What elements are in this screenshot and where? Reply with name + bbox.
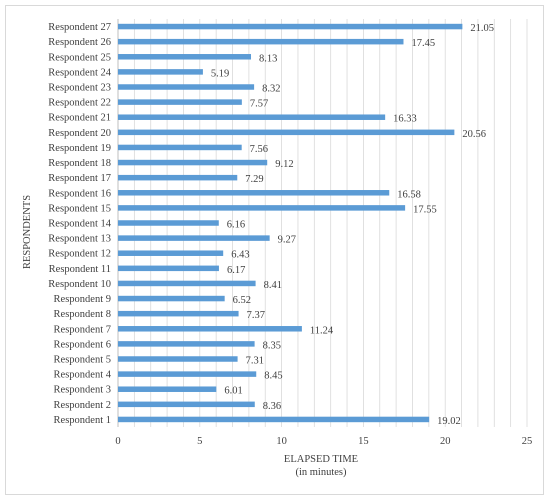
- data-label: 6.01: [224, 386, 242, 397]
- category-label: Respondent 7: [54, 324, 111, 335]
- data-label: 7.29: [245, 174, 263, 185]
- data-label: 6.52: [233, 295, 251, 306]
- data-label: 8.13: [259, 53, 277, 64]
- bar-respondent-16: [118, 190, 390, 196]
- data-label: 7.37: [247, 310, 265, 321]
- category-label: Respondent 3: [54, 385, 111, 396]
- bar-respondent-3: [118, 386, 217, 392]
- bar-respondent-19: [118, 144, 242, 151]
- category-label: Respondent 12: [48, 249, 111, 260]
- bar-respondent-25: [118, 54, 252, 60]
- category-label: Respondent 1: [54, 415, 111, 426]
- category-label: Respondent 23: [48, 83, 111, 94]
- data-label: 8.32: [262, 84, 280, 95]
- bar-respondent-11: [118, 265, 219, 272]
- bar-respondent-8: [118, 310, 239, 317]
- category-label: Respondent 11: [49, 264, 111, 275]
- x-tick-label: 0: [115, 436, 120, 447]
- x-axis-title-line1: ELAPSED TIME: [284, 454, 358, 465]
- data-label: 17.45: [411, 38, 435, 49]
- data-label: 17.55: [413, 204, 437, 215]
- category-label: Respondent 17: [48, 173, 111, 184]
- bar-respondent-26: [118, 38, 404, 45]
- category-label: Respondent 19: [48, 143, 111, 154]
- category-label: Respondent 24: [48, 67, 111, 78]
- bar-respondent-14: [118, 220, 219, 226]
- category-label: Respondent 9: [54, 294, 111, 305]
- data-label: 6.43: [231, 250, 249, 261]
- bar-respondent-7: [118, 326, 302, 332]
- x-tick-label: 20: [440, 436, 451, 447]
- category-label: Respondent 20: [48, 128, 111, 139]
- data-label: 20.56: [462, 129, 486, 140]
- data-label: 7.56: [250, 144, 268, 155]
- bar-respondent-17: [118, 174, 238, 181]
- bar-respondent-22: [118, 99, 242, 105]
- data-label: 11.24: [310, 325, 334, 336]
- bar-respondent-12: [118, 250, 224, 256]
- x-tick-labels: 0 5 10 15 20 25: [115, 436, 532, 447]
- data-label: 21.05: [470, 23, 494, 34]
- category-label: Respondent 25: [48, 52, 111, 63]
- chart-frame: [5, 5, 544, 495]
- category-label: Respondent 5: [54, 355, 111, 366]
- x-axis-title-line2: (in minutes): [295, 467, 347, 478]
- category-label: Respondent 16: [48, 188, 111, 199]
- bar-respondent-15: [118, 205, 406, 211]
- category-label: Respondent 21: [48, 113, 111, 124]
- category-label: Respondent 27: [48, 22, 111, 33]
- x-tick-label: 25: [522, 436, 533, 447]
- bar-respondent-5: [118, 356, 238, 362]
- data-label: 7.57: [250, 99, 268, 110]
- category-labels: Respondent 1 Respondent 2 Respondent 3 Resp…: [48, 22, 111, 426]
- category-label: Respondent 22: [48, 98, 111, 109]
- category-label: Respondent 18: [48, 158, 111, 169]
- bar-respondent-21: [118, 114, 386, 120]
- data-label: 16.58: [397, 189, 421, 200]
- category-label: Respondent 26: [48, 37, 111, 48]
- category-label: Respondent 15: [48, 203, 111, 214]
- x-tick-label: 15: [358, 436, 369, 447]
- data-labels: 19.02 8.36 6.01 8.457.31 8.35 11.24 7.37 6.52 8.…: [211, 23, 494, 427]
- x-tick-label: 10: [276, 436, 287, 447]
- bars: [118, 23, 463, 423]
- data-label: 8.41: [264, 280, 282, 291]
- bar-respondent-6: [118, 341, 255, 347]
- bar-respondent-2: [118, 401, 255, 408]
- category-label: Respondent 4: [54, 370, 112, 381]
- data-label: 9.27: [278, 235, 296, 246]
- data-label: 9.12: [275, 159, 293, 170]
- x-tick-label: 5: [197, 436, 202, 447]
- category-label: Respondent 10: [48, 279, 111, 290]
- data-label: 7.31: [246, 356, 264, 367]
- data-label: 19.02: [437, 416, 461, 427]
- bar-respondent-13: [118, 235, 270, 241]
- bar-respondent-20: [118, 129, 455, 136]
- data-label: 16.33: [393, 114, 417, 125]
- y-axis-title: RESPONDENTS: [22, 195, 33, 269]
- data-label: 8.35: [263, 340, 281, 351]
- category-label: Respondent 8: [54, 309, 111, 320]
- category-label: Respondent 13: [48, 234, 111, 245]
- data-label: 6.16: [227, 220, 245, 231]
- category-label: Respondent 6: [54, 339, 111, 350]
- bar-respondent-4: [118, 371, 257, 377]
- bar-respondent-24: [118, 69, 203, 75]
- bar-respondent-18: [118, 159, 268, 166]
- data-label: 6.17: [227, 265, 245, 276]
- category-label: Respondent 14: [48, 219, 111, 230]
- bar-respondent-23: [118, 84, 255, 90]
- data-label: 8.45: [264, 371, 282, 382]
- bar-respondent-27: [118, 23, 463, 30]
- data-label: 8.36: [263, 401, 281, 412]
- bar-respondent-1: [118, 416, 430, 423]
- data-label: 5.19: [211, 68, 229, 79]
- bar-respondent-9: [118, 295, 225, 302]
- bar-respondent-10: [118, 280, 256, 287]
- category-label: Respondent 2: [54, 400, 111, 411]
